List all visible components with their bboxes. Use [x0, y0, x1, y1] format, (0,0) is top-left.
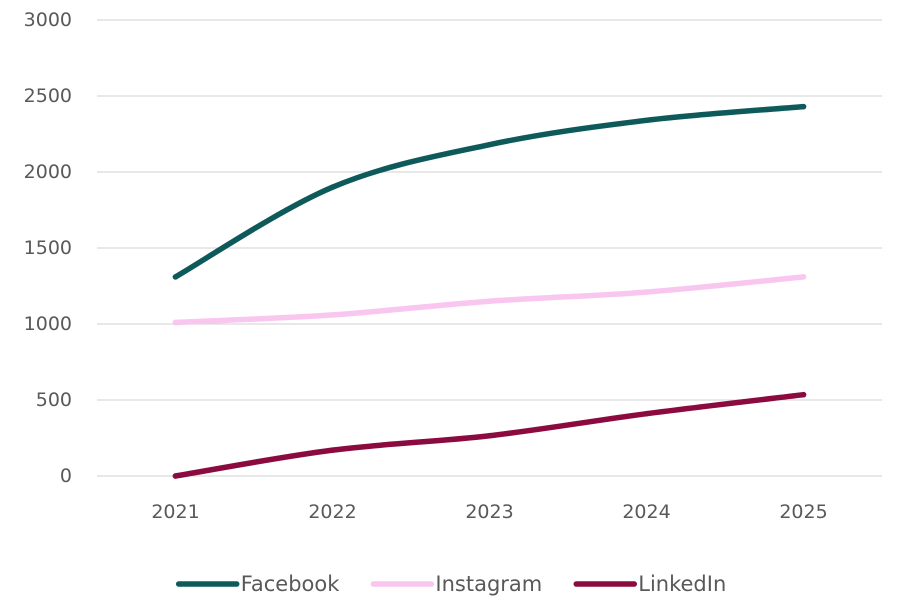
series-line	[172, 103, 807, 280]
y-tick-label: 0	[60, 465, 72, 487]
x-tick-label: 2022	[308, 501, 356, 523]
y-tick-label: 500	[36, 389, 72, 411]
data-point	[486, 298, 493, 305]
data-point	[172, 319, 179, 326]
data-point	[643, 117, 650, 124]
series-facebook	[172, 103, 807, 280]
data-point	[172, 274, 179, 280]
y-tick-label: 2000	[24, 161, 72, 183]
data-point	[486, 141, 493, 148]
legend-label: Instagram	[435, 572, 542, 596]
data-point	[329, 312, 336, 318]
x-tick-label: 2024	[622, 501, 670, 523]
data-point	[800, 274, 807, 280]
legend-item-linkedin: LinkedIn	[573, 572, 726, 596]
gridlines	[97, 19, 882, 477]
y-tick-label: 1000	[24, 313, 72, 335]
legend-label: Facebook	[241, 572, 341, 596]
data-point	[800, 391, 807, 398]
x-axis: 2021 2022 2023 2024 2025	[151, 501, 827, 523]
data-point	[643, 289, 650, 295]
legend-item-facebook: Facebook	[175, 572, 341, 596]
data-point	[329, 184, 336, 190]
x-tick-label: 2021	[151, 501, 199, 523]
y-axis: 0 500 1000 1500 2000 2500 3000	[24, 9, 72, 487]
legend: Facebook Instagram LinkedIn	[175, 572, 726, 596]
data-point	[172, 473, 179, 479]
y-tick-label: 1500	[24, 237, 72, 259]
y-tick-label: 3000	[24, 9, 72, 31]
data-point	[329, 447, 336, 453]
x-tick-label: 2025	[779, 501, 827, 523]
legend-item-instagram: Instagram	[370, 572, 542, 596]
data-point	[643, 410, 650, 417]
data-point	[800, 103, 807, 110]
legend-label: LinkedIn	[638, 572, 726, 596]
plot-area	[172, 103, 807, 479]
series-linkedin	[172, 391, 807, 479]
y-tick-label: 2500	[24, 85, 72, 107]
data-point	[486, 432, 493, 439]
x-tick-label: 2023	[465, 501, 513, 523]
series-instagram	[172, 274, 807, 326]
